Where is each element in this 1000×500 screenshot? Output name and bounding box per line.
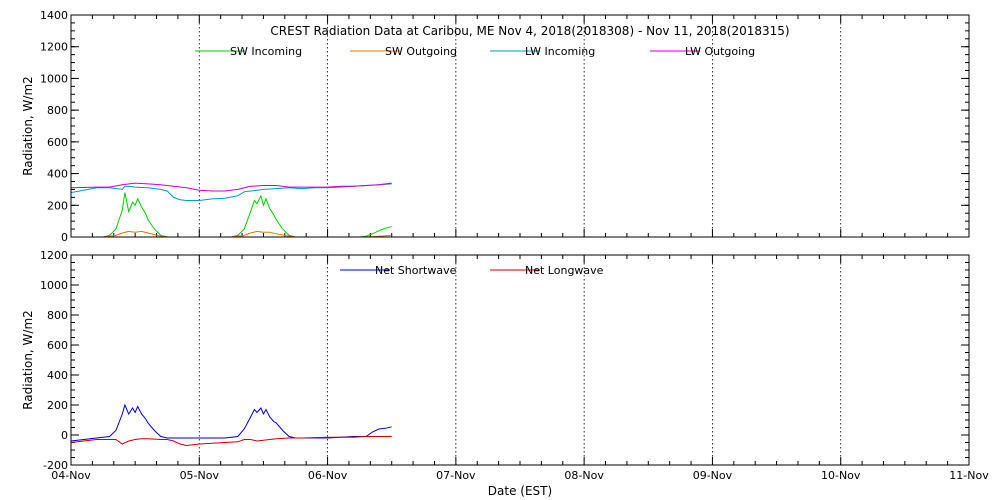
lw-incoming-line <box>70 183 392 201</box>
panel2-y-tick-label: 800 <box>47 309 68 322</box>
x-tick-label: 08-Nov <box>564 469 604 482</box>
panel1-y-tick-label: 800 <box>47 104 68 117</box>
lw-outgoing-line <box>70 182 392 192</box>
chart-title: CREST Radiation Data at Caribou, ME Nov … <box>270 24 789 38</box>
panel1-frame <box>70 14 970 238</box>
lw-outgoing-legend-label: LW Outgoing <box>685 45 755 58</box>
sw-outgoing-line <box>103 230 392 238</box>
panel1-y-tick-label: 0 <box>61 231 68 244</box>
lw-incoming-legend-label: LW Incoming <box>525 45 595 58</box>
panel1-y-tick-label: 400 <box>47 168 68 181</box>
panel2-y-tick-label: 400 <box>47 369 68 382</box>
net-shortwave-line <box>70 403 392 442</box>
panel1-y-tick-label: 1200 <box>40 41 68 54</box>
x-tick-label: 10-Nov <box>821 469 861 482</box>
panel2-y-tick-label: 600 <box>47 339 68 352</box>
panel2-y-tick-label: 1200 <box>40 249 68 262</box>
panel2-y-tick-label: 0 <box>61 429 68 442</box>
panel2-y-axis-label: Radiation, W/m2 <box>21 310 35 410</box>
panel1-y-axis-label: Radiation, W/m2 <box>21 76 35 176</box>
net-longwave-legend-label: Net Longwave <box>525 264 604 277</box>
x-tick-label: 09-Nov <box>693 469 733 482</box>
x-tick-label: 11-Nov <box>949 469 989 482</box>
x-tick-label: 06-Nov <box>308 469 348 482</box>
panel2-y-tick-label: -200 <box>43 459 68 472</box>
panel2-frame <box>70 254 970 466</box>
net-longwave-line <box>70 436 392 447</box>
panel1-y-tick-label: 600 <box>47 136 68 149</box>
panel1-y-tick-label: 1000 <box>40 72 68 85</box>
x-tick-label: 05-Nov <box>180 469 220 482</box>
panel1-y-tick-label: 1400 <box>40 9 68 22</box>
x-tick-label: 04-Nov <box>51 469 91 482</box>
panel2-y-tick-label: 1000 <box>40 279 68 292</box>
net-shortwave-legend-label: Net Shortwave <box>375 264 457 277</box>
sw-outgoing-legend-label: SW Outgoing <box>385 45 457 58</box>
x-tick-label: 07-Nov <box>436 469 476 482</box>
sw-incoming-legend-label: SW Incoming <box>230 45 302 58</box>
sw-incoming-line <box>102 192 392 238</box>
panel2-y-tick-label: 200 <box>47 399 68 412</box>
x-axis-label: Date (EST) <box>488 484 552 498</box>
panel1-y-tick-label: 200 <box>47 199 68 212</box>
